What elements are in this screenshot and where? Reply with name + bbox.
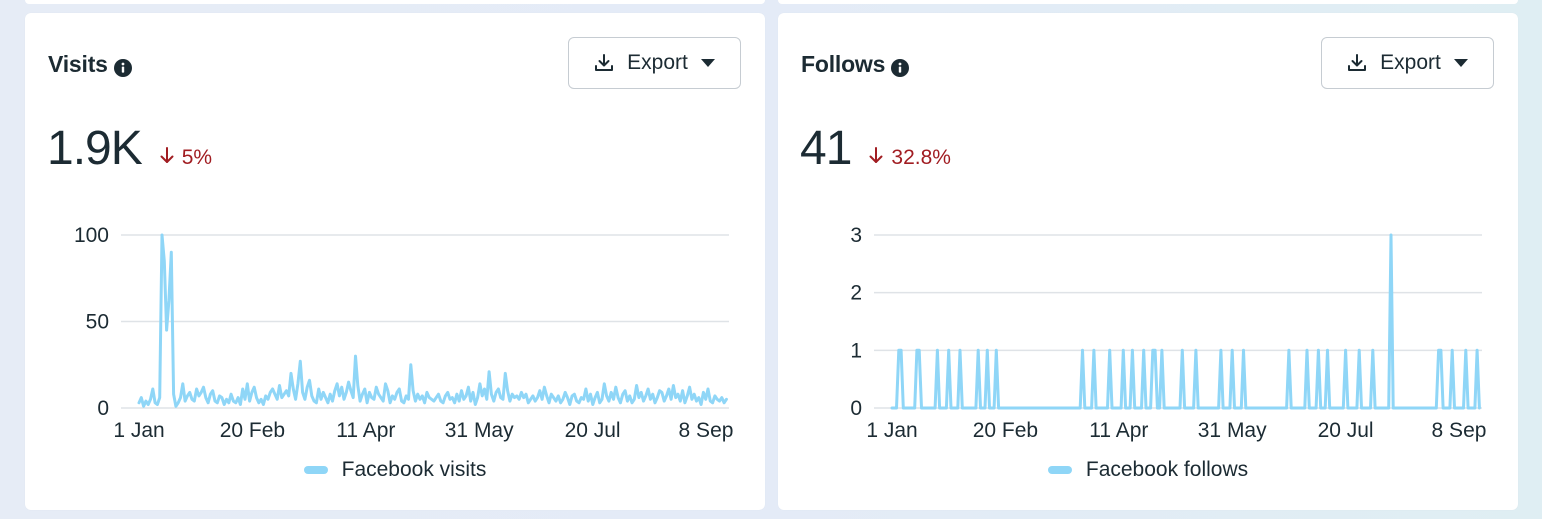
x-tick-label: 8 Sep [679,419,734,442]
x-tick-label: 1 Jan [866,419,917,442]
caret-down-icon [700,58,716,68]
y-tick-label: 0 [850,397,862,420]
follows-summary: 41 32.8% [800,121,951,176]
arrow-down-icon [160,146,174,170]
x-tick-label: 11 Apr [1089,419,1148,442]
follows-card: Follows Export 41 32.8% 0 1 2 3 1 Jan 20 Feb 1… [778,13,1518,510]
x-tick-label: 20 Jul [1318,419,1374,442]
y-tick-label: 2 [850,282,862,305]
download-icon [593,52,615,74]
legend-swatch [303,466,328,474]
download-icon [1346,52,1368,74]
x-tick-label: 31 May [1198,419,1267,442]
legend-label: Facebook follows [1085,458,1249,481]
follows-delta: 32.8% [869,146,951,170]
follows-total: 41 [800,122,852,175]
y-tick-label: 0 [97,397,109,420]
visits-chart: 0 50 100 1 Jan 20 Feb 11 Apr 31 May 20 Jul 8 Sep [74,224,734,442]
follows-legend: Facebook follows [778,458,1518,482]
export-button[interactable]: Export [1321,37,1494,89]
x-tick-label: 31 May [445,419,514,442]
follows-chart: 0 1 2 3 1 Jan 20 Feb 11 Apr 31 May 20 Jul 8 Sep [850,224,1487,442]
visits-delta: 5% [160,146,212,170]
visits-total: 1.9K [47,122,143,175]
y-tick-label: 3 [850,224,862,247]
series-line [137,233,728,408]
y-tick-label: 100 [74,224,109,247]
legend-label: Facebook visits [341,458,487,481]
arrow-down-icon [869,146,883,170]
visits-delta-value: 5% [181,146,213,169]
visits-card: Visits Export 1.9K 5% 0 50 100 1 Jan 20 Feb 1… [25,13,765,510]
follows-delta-value: 32.8% [891,146,951,169]
x-tick-label: 20 Feb [973,419,1038,442]
follows-title: Follows [801,51,910,78]
x-tick-label: 20 Jul [565,419,621,442]
x-tick-label: 11 Apr [336,419,395,442]
caret-down-icon [1453,58,1469,68]
export-label: Export [1380,51,1441,74]
export-label: Export [627,51,688,74]
export-button[interactable]: Export [568,37,741,89]
x-tick-label: 8 Sep [1432,419,1487,442]
visits-title-text: Visits [48,51,108,77]
y-tick-label: 1 [850,339,862,362]
visits-summary: 1.9K 5% [47,121,212,176]
info-icon[interactable] [891,56,910,77]
y-tick-label: 50 [86,311,109,334]
x-tick-label: 1 Jan [113,419,164,442]
x-tick-label: 20 Feb [220,419,285,442]
info-icon[interactable] [113,56,132,77]
visits-legend: Facebook visits [25,458,765,482]
follows-title-text: Follows [801,51,886,77]
visits-title: Visits [48,51,132,78]
series-line [890,233,1481,410]
legend-swatch [1047,466,1072,474]
